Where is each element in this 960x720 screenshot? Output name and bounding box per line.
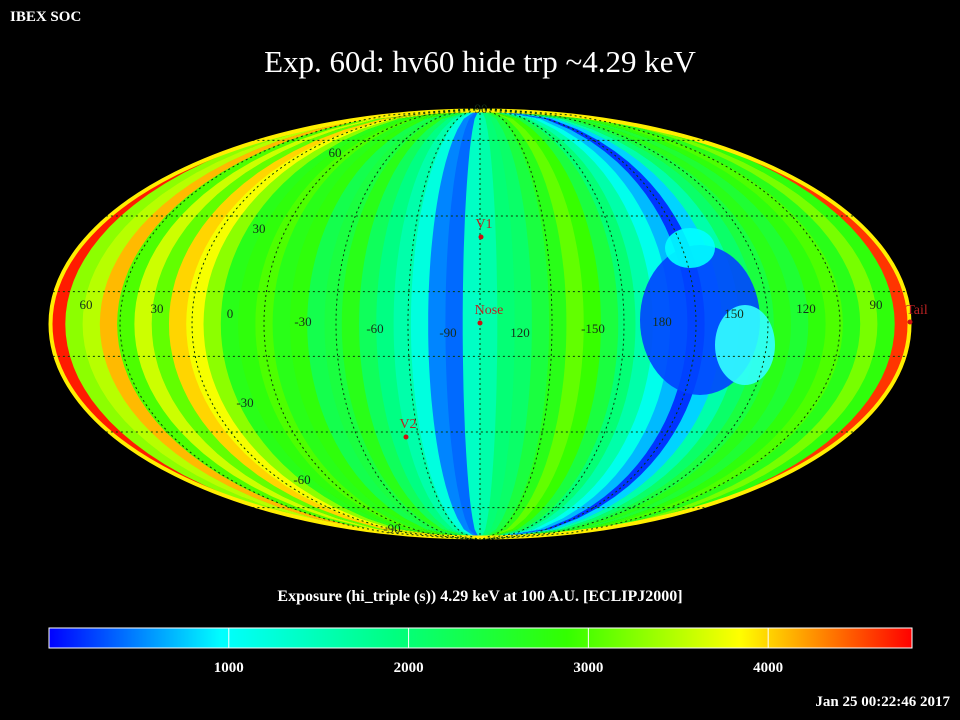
marker-dot: [478, 234, 484, 240]
meridian-line: [335, 108, 481, 540]
meridian-line: [479, 108, 625, 540]
meridian-line: [479, 108, 553, 540]
longitude-label: -60: [366, 321, 383, 336]
heatmap-strip: [480, 108, 567, 540]
longitude-label: 180: [652, 314, 672, 329]
heatmap-strip: [480, 108, 585, 540]
meridian-line: [479, 108, 841, 540]
longitude-label: 60: [80, 297, 93, 312]
heatmap-strip: [393, 108, 481, 540]
meridian-line: [407, 108, 481, 540]
marker-label: Nose: [475, 303, 504, 318]
latitude-label: 30: [253, 221, 266, 236]
longitude-label: -150: [581, 321, 605, 336]
heatmap-patch: [665, 228, 715, 268]
colorbar-tick-label: 1000: [213, 660, 244, 676]
longitude-label: 120: [510, 325, 530, 340]
longitude-label: 150: [724, 306, 744, 321]
latitude-label: -90: [383, 521, 400, 536]
sky-map: 60 30 0 -30 -60 -90 120 -150 180 150 120 90 90 60 30 -…: [47, 101, 928, 541]
colorbar: [48, 627, 913, 649]
heatmap-patch: [715, 305, 775, 385]
longitude-label: -30: [294, 314, 311, 329]
longitude-labels: 60 30 0 -30 -60 -90 120 -150 180 150 120 90: [80, 297, 883, 340]
direction-markers: V1 Nose V2 Tail: [47, 107, 928, 541]
heatmap-strip: [359, 108, 481, 540]
timestamp: Jan 25 00:22:46 2017: [815, 694, 950, 710]
heatmap-strip: [480, 108, 498, 540]
marker-label: V2: [399, 417, 416, 432]
colorbar-tick-label: 3000: [573, 660, 604, 676]
plot-title: Exp. 60d: hv60 hide trp ~4.29 keV: [264, 44, 696, 79]
marker-label: Tail: [906, 303, 928, 318]
marker-label: V1: [475, 217, 492, 232]
map-outline: [47, 107, 913, 541]
latitude-label: -30: [236, 395, 253, 410]
colorbar-caption: Exposure (hi_triple (s)) 4.29 keV at 100…: [277, 588, 683, 605]
latitude-label: 60: [329, 145, 342, 160]
meridian-line: [479, 108, 769, 540]
longitude-label: -90: [439, 325, 456, 340]
colorbar-tick-label: 2000: [393, 660, 424, 676]
meridian-line: [191, 108, 481, 540]
longitude-label: 90: [870, 297, 883, 312]
app-label: IBEX SOC: [10, 9, 82, 25]
meridian-line: [479, 108, 697, 540]
longitude-label: 120: [796, 301, 816, 316]
heatmap-strip: [480, 108, 533, 540]
marker-dot: [907, 319, 913, 325]
latitude-label: -60: [293, 472, 310, 487]
longitude-label: 30: [151, 301, 164, 316]
marker-dot: [477, 320, 483, 326]
heatmap-strip: [410, 108, 481, 540]
marker-dot: [403, 434, 409, 440]
meridian-line: [263, 108, 481, 540]
colorbar-tick-label: 4000: [753, 660, 784, 676]
longitude-label: 0: [227, 306, 234, 321]
meridian-line: [119, 108, 481, 540]
colorbar-gradient: [48, 627, 913, 649]
colorbar-ticks: [228, 628, 769, 648]
